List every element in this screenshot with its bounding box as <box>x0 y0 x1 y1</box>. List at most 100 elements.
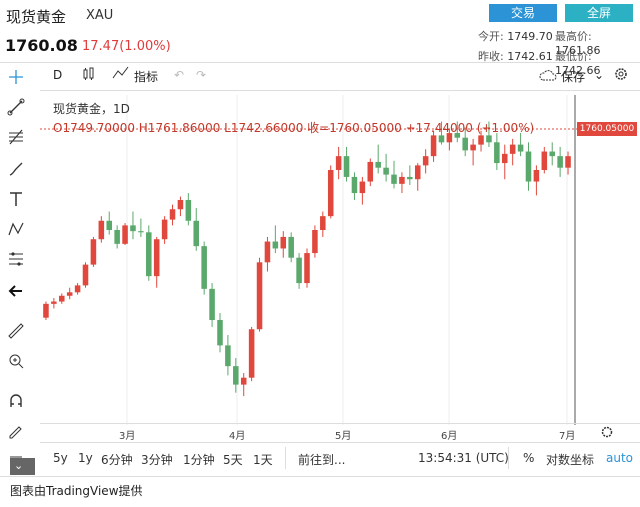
instrument-code: XAU <box>86 8 114 23</box>
candle <box>264 236 271 272</box>
candle <box>486 121 492 147</box>
ruler-icon[interactable] <box>5 320 27 342</box>
goto-button[interactable]: 前往到... <box>298 453 346 467</box>
candle <box>146 225 152 281</box>
gear-icon[interactable] <box>613 66 629 85</box>
candle <box>470 138 476 166</box>
pattern-icon[interactable] <box>5 218 27 240</box>
range-1y[interactable]: 1y <box>78 451 93 465</box>
candle <box>438 121 445 145</box>
axis-settings-icon[interactable] <box>600 424 614 443</box>
candle <box>51 298 57 309</box>
magnet-icon[interactable] <box>5 390 27 412</box>
candle <box>82 262 89 288</box>
x-tick-label: 5月 <box>335 431 352 442</box>
candle <box>280 231 287 258</box>
chart-legend-symbol[interactable]: 现货黄金，1D <box>53 102 130 116</box>
trade-button[interactable]: 交易 <box>489 4 557 22</box>
stat-high: 最高价: 1761.86 <box>555 30 601 57</box>
trend-line-icon[interactable] <box>5 96 27 118</box>
indicators-button[interactable]: 指标 <box>134 70 159 84</box>
redo-icon[interactable]: ↷ <box>196 68 207 82</box>
candle <box>177 196 184 217</box>
range-6m[interactable]: 6分钟 <box>101 453 133 467</box>
stat-open: 今开: 1749.70 <box>478 30 553 43</box>
candle <box>185 193 192 226</box>
indicator-icon[interactable] <box>112 66 130 83</box>
candle <box>478 130 484 152</box>
candle <box>565 151 571 175</box>
candle <box>375 144 381 174</box>
drawing-toolbar <box>0 62 36 480</box>
candle <box>335 146 342 180</box>
candle <box>525 142 532 191</box>
log-scale-toggle[interactable]: 对数坐标 <box>546 453 595 467</box>
candle <box>320 211 326 237</box>
candle <box>462 127 468 157</box>
candle <box>193 208 200 251</box>
zoom-in-icon[interactable] <box>5 350 27 372</box>
candle <box>240 373 247 397</box>
lock-pencil-icon[interactable] <box>5 420 27 442</box>
crosshair-icon[interactable] <box>5 66 27 88</box>
range-1m[interactable]: 1分钟 <box>183 453 215 467</box>
candle <box>430 130 437 162</box>
range-5d[interactable]: 5天 <box>223 453 243 467</box>
clock-time: 13:54:31 (UTC) <box>418 451 509 465</box>
brush-icon[interactable] <box>5 158 27 180</box>
candlestick-chart[interactable] <box>40 95 640 425</box>
candle <box>256 257 263 332</box>
candle <box>517 133 524 157</box>
x-tick-label: 7月 <box>559 431 576 442</box>
text-icon[interactable] <box>5 188 27 210</box>
candle <box>446 128 453 151</box>
percent-toggle[interactable]: % <box>523 451 535 465</box>
candle <box>343 146 350 182</box>
candle <box>272 225 279 254</box>
current-price: 1760.08 <box>5 36 78 55</box>
candle <box>288 232 294 263</box>
candle <box>43 301 49 320</box>
auto-scale-toggle[interactable]: auto <box>606 451 634 465</box>
chevron-down-icon[interactable]: ⌄ <box>594 68 605 82</box>
candle <box>161 216 168 244</box>
last-price-tag: 1760.05000 <box>577 122 637 136</box>
price-change: 17.47(1.00%) <box>82 39 171 54</box>
save-button[interactable]: 保存 <box>561 70 586 84</box>
interval-selector[interactable]: D <box>53 68 63 82</box>
candle <box>66 287 73 300</box>
stat-prev-close: 昨收: 1742.61 <box>478 50 553 63</box>
candle <box>217 313 223 353</box>
x-tick-label: 4月 <box>229 431 246 442</box>
back-arrow-icon[interactable] <box>5 280 27 302</box>
measure-icon[interactable] <box>5 248 27 270</box>
candle <box>122 223 128 245</box>
candle <box>304 248 310 288</box>
collapse-toolbar-icon[interactable]: ⌄ <box>14 459 24 472</box>
fullscreen-button[interactable]: 全屏 <box>565 4 633 22</box>
candle <box>422 149 429 174</box>
x-tick-label: 6月 <box>441 431 458 442</box>
candle <box>169 204 176 226</box>
candle <box>454 121 461 143</box>
candle <box>407 165 413 185</box>
candle <box>114 225 120 249</box>
candle <box>391 160 397 189</box>
range-1d[interactable]: 1天 <box>253 453 273 467</box>
x-tick-label: 3月 <box>119 431 136 442</box>
range-5y[interactable]: 5y <box>53 451 68 465</box>
undo-icon[interactable]: ↶ <box>174 68 185 82</box>
candle <box>501 144 508 180</box>
candle <box>533 165 540 196</box>
fib-icon[interactable] <box>5 126 27 148</box>
footer-credit: 图表由TradingView提供 <box>10 484 143 498</box>
candle <box>509 138 516 166</box>
candle-type-icon[interactable] <box>82 67 96 84</box>
cloud-icon <box>538 68 558 85</box>
candle <box>233 358 239 393</box>
candle <box>549 142 555 166</box>
candle <box>399 172 405 194</box>
candle <box>59 293 65 304</box>
instrument-title: 现货黄金 <box>6 8 67 26</box>
range-3m[interactable]: 3分钟 <box>141 453 173 467</box>
